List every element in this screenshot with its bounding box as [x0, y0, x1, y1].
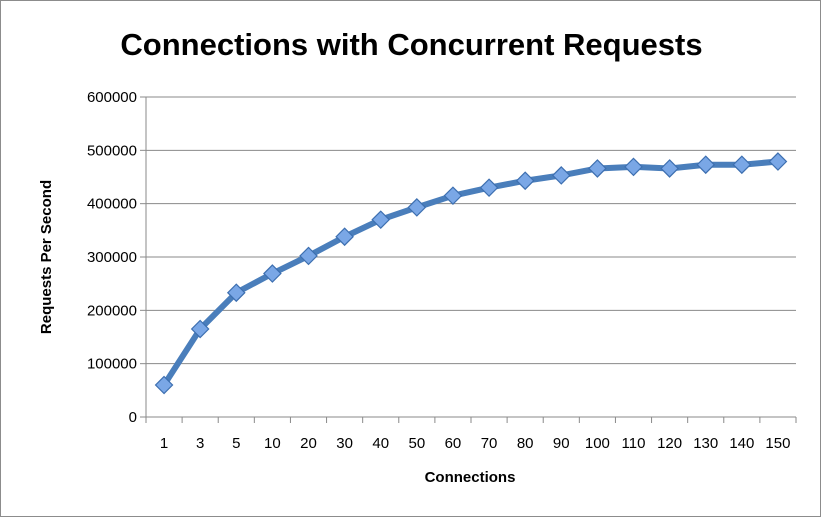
axes [145, 97, 797, 423]
gridlines [140, 96, 796, 418]
data-point-marker [768, 152, 788, 171]
x-tick-label: 150 [765, 435, 790, 452]
data-point-marker [479, 178, 499, 198]
y-tick-label: 200000 [87, 302, 137, 319]
x-tick-label: 70 [481, 435, 498, 452]
x-tick-label: 60 [445, 435, 462, 452]
x-tick-label: 40 [372, 435, 389, 452]
x-tick-label: 1 [160, 435, 168, 452]
data-point-marker [263, 264, 282, 283]
x-tick-label: 80 [517, 435, 534, 452]
data-point-marker [624, 157, 643, 177]
y-tick-label: 400000 [87, 196, 137, 213]
x-tick-label: 140 [729, 435, 754, 452]
data-point-marker [443, 186, 463, 206]
data-point-marker [226, 283, 246, 303]
y-axis-label: Requests Per Second [38, 180, 55, 334]
x-tick-label: 90 [553, 435, 570, 452]
x-tick-label: 20 [300, 435, 317, 452]
x-tick-label: 3 [196, 435, 204, 452]
y-tick-label: 300000 [87, 249, 137, 266]
data-point-marker [588, 159, 607, 178]
series-lines [161, 158, 781, 388]
y-tick-label: 500000 [87, 142, 137, 159]
y-tick-label: 100000 [87, 356, 137, 373]
data-point-marker [299, 246, 318, 266]
series-markers [154, 152, 788, 395]
data-point-marker [732, 155, 752, 175]
data-point-marker [190, 319, 210, 339]
data-point-marker [696, 155, 716, 175]
data-point-marker [515, 171, 535, 191]
x-tick-label: 130 [693, 435, 718, 452]
x-tick-label: 30 [336, 435, 353, 452]
x-tick-label: 120 [657, 435, 682, 452]
data-point-marker [551, 166, 571, 185]
x-tick-label: 100 [585, 435, 610, 452]
x-tick-label: 10 [264, 435, 281, 452]
x-tick-label: 110 [622, 435, 646, 452]
chart-title: Connections with Concurrent Requests [120, 27, 703, 62]
x-tick-label: 5 [232, 435, 240, 452]
x-tick-label: 50 [408, 435, 425, 452]
data-point-marker [154, 375, 174, 395]
y-tick-label: 600000 [87, 89, 137, 106]
x-tick-labels: 1 3 5 10 20 30 40 50 60 70 80 90 100 110 120 130 140 150 [160, 435, 791, 452]
y-tick-labels: 0 100000 200000 300000 400000 500000 600000 [87, 89, 137, 426]
data-point-marker [660, 159, 679, 178]
data-point-marker [335, 227, 354, 247]
y-tick-label: 0 [129, 409, 137, 426]
data-point-marker [407, 198, 427, 217]
data-point-marker [371, 210, 391, 230]
x-axis-label: Connections [425, 469, 516, 486]
series-line [161, 158, 781, 388]
